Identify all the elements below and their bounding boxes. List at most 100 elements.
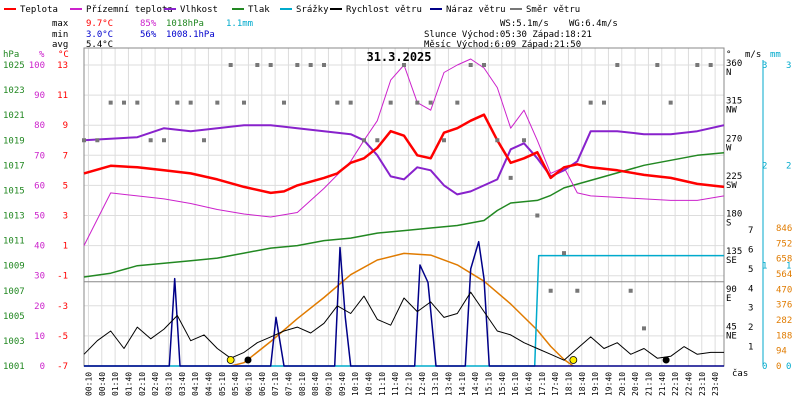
tick-temp: -3 <box>57 302 68 312</box>
tick-time: 06:10 <box>244 372 253 396</box>
stats-max-temp: 9.7°C <box>86 19 113 29</box>
tick-ms2: 6 <box>748 245 753 255</box>
tick-dir-deg: 45 <box>726 322 737 332</box>
stats-block: max 9.7°C 85% 1018hPa 1.1mm min 3.0°C 56… <box>52 19 253 50</box>
point-smer-vetru <box>468 63 473 67</box>
tick-time: 17:40 <box>551 372 560 396</box>
tick-time: 22:40 <box>684 372 693 396</box>
legend-label: Přízemní teplota <box>86 5 173 15</box>
tick-time: 22:10 <box>671 372 680 396</box>
info-block: WS:5.1m/s WG:6.4m/s Slunce Východ:05:30 … <box>424 19 618 50</box>
legend-item: Teplota <box>4 5 58 15</box>
tick-time: 12:10 <box>404 372 413 396</box>
tick-wm2: 188 <box>776 331 792 341</box>
legend-item: Vlhkost <box>164 5 218 15</box>
tick-time: 00:10 <box>84 372 93 396</box>
tick-hpa: 1023 <box>3 86 25 96</box>
point-smer-vetru <box>668 100 673 105</box>
tick-time: 01:10 <box>111 372 120 396</box>
tick-temp: 13 <box>57 61 68 71</box>
point-smer-vetru <box>162 138 166 143</box>
tick-time: 02:10 <box>138 372 147 396</box>
tick-hpa: 1007 <box>3 287 25 297</box>
stats-max-hum: 85% <box>140 19 157 29</box>
tick-hpa: 1003 <box>3 337 25 347</box>
point-smer-vetru <box>655 63 660 67</box>
tick-hpa: 1025 <box>3 61 25 71</box>
point-smer-vetru <box>375 138 380 143</box>
tick-dir-name: SE <box>726 256 737 266</box>
legend-item: Rychlost větru <box>330 5 422 15</box>
tick-dir-name: N <box>726 68 731 78</box>
point-smer-vetru <box>362 138 366 143</box>
point-smer-vetru <box>135 100 140 105</box>
tick-wm2: 470 <box>776 285 792 295</box>
tick-time: 04:40 <box>204 372 213 396</box>
tick-time: 02:40 <box>151 372 160 396</box>
point-smer-vetru <box>282 100 286 105</box>
tick-wm2: 564 <box>776 270 792 280</box>
axis-label-ms: m/s <box>745 50 761 60</box>
tick-temp: 5 <box>63 181 68 191</box>
tick-time: 18:40 <box>578 372 587 396</box>
point-smer-vetru <box>415 100 420 105</box>
point-smer-vetru <box>228 63 233 67</box>
tick-dir-name: SW <box>726 181 737 191</box>
point-smer-vetru <box>575 288 580 293</box>
tick-time: 11:10 <box>378 372 387 396</box>
tick-hpa: 1001 <box>3 362 25 372</box>
tick-temp: 1 <box>63 242 68 252</box>
axis-label-mm: mm <box>770 50 781 60</box>
tick-time: 03:10 <box>164 372 173 396</box>
tick-time: 14:40 <box>471 372 480 396</box>
tick-time: 09:40 <box>338 372 347 396</box>
axis-label-hpa: hPa <box>3 50 19 60</box>
tick-hpa: 1021 <box>3 111 25 121</box>
tick-hpa: 1011 <box>3 237 25 247</box>
tick-time: 05:40 <box>231 372 240 396</box>
axis-label-pct: % <box>39 50 45 60</box>
tick-wm2: 282 <box>776 316 792 326</box>
point-smer-vetru <box>308 63 313 67</box>
tick-dir-deg: 315 <box>726 97 742 107</box>
tick-time: 01:40 <box>124 372 133 396</box>
tick-dir-deg: 225 <box>726 172 742 182</box>
sunrise-marker <box>226 356 235 364</box>
legend-item: Tlak <box>232 5 270 15</box>
legend-label: Vlhkost <box>180 5 218 15</box>
tick-pct: 80 <box>34 121 45 131</box>
point-smer-vetru <box>148 138 153 143</box>
tick-wm2: 376 <box>776 301 792 311</box>
point-smer-vetru <box>335 100 340 105</box>
point-smer-vetru <box>402 63 406 67</box>
chart-date: 31.3.2025 <box>366 50 431 64</box>
tick-pct: 50 <box>34 212 45 222</box>
grid <box>83 47 725 367</box>
axis-label-dir: ° <box>726 50 731 60</box>
point-smer-vetru <box>388 100 393 105</box>
tick-time: 12:40 <box>418 372 427 396</box>
series-prizemni-teplota <box>83 58 725 246</box>
tick-time: 07:10 <box>271 372 280 396</box>
point-smer-vetru <box>428 100 433 105</box>
point-smer-vetru <box>588 100 593 105</box>
tick-hpa: 1017 <box>3 161 25 171</box>
legend-item: Náraz větru <box>430 5 506 15</box>
stats-min-hum: 56% <box>140 30 157 40</box>
tick-time: 07:40 <box>284 372 293 396</box>
tick-hpa: 1015 <box>3 186 25 196</box>
legend-label: Tlak <box>248 5 270 15</box>
tick-time: 15:40 <box>498 372 507 396</box>
tick-wm2: 846 <box>776 224 792 234</box>
tick-hpa: 1019 <box>3 136 25 146</box>
point-smer-vetru <box>615 63 620 67</box>
tick-wm2: 752 <box>776 239 792 249</box>
tick-mm: 3 <box>786 61 791 71</box>
tick-time: 13:40 <box>444 372 453 396</box>
moonset-marker <box>662 356 670 364</box>
tick-ms2: 1 <box>748 343 753 353</box>
tick-time: 06:40 <box>258 372 267 396</box>
tick-temp: -7 <box>57 362 68 372</box>
tick-time: 00:40 <box>98 372 107 396</box>
tick-time: 20:40 <box>631 372 640 396</box>
